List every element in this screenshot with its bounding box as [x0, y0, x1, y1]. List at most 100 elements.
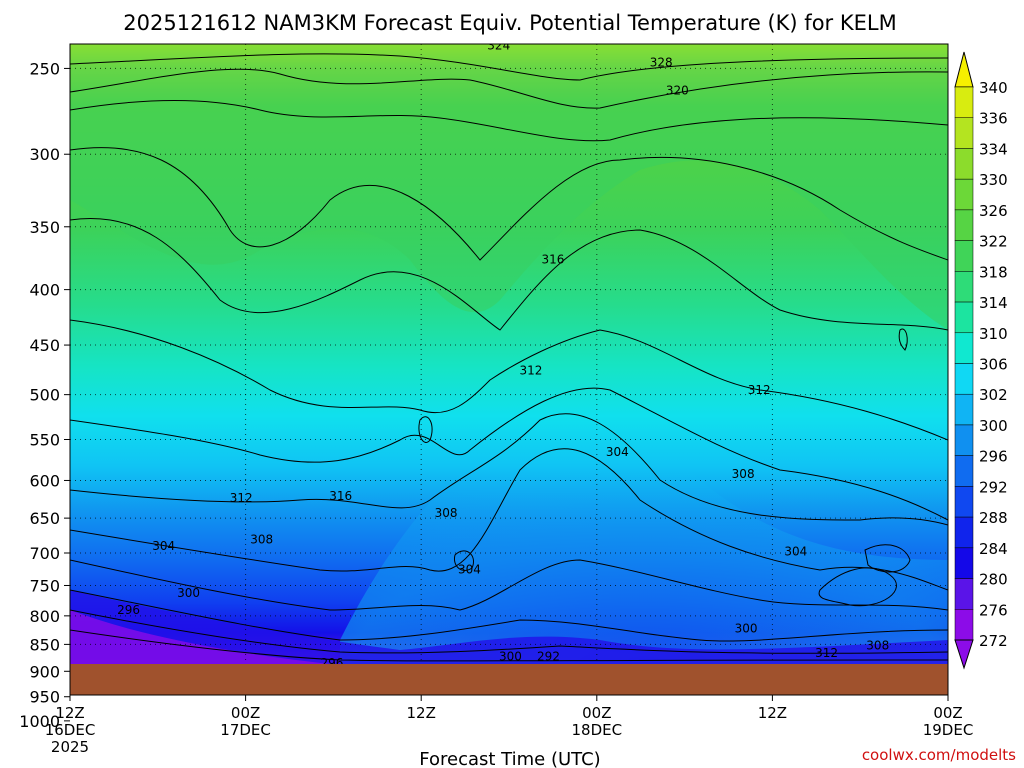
contour-label: 328: [650, 56, 673, 70]
contour-label: 308: [866, 638, 889, 652]
colorbar-label: 310: [979, 325, 1008, 343]
colorbar-label: 326: [979, 202, 1008, 220]
colorbar-label: 296: [979, 448, 1008, 466]
x-tick-label: 19DEC: [923, 721, 974, 739]
plot-frame: [69, 43, 949, 696]
colorbar-swatch: [954, 86, 974, 118]
y-tick-label: 250: [29, 59, 60, 78]
colorbar-swatch: [954, 271, 974, 303]
contour-label: 324: [487, 38, 510, 52]
x-tick-label: 00Z: [582, 704, 611, 722]
colorbar-label: 288: [979, 509, 1008, 527]
time-gridlines: [245, 44, 773, 695]
chart-title: 2025121612 NAM3KM Forecast Equiv. Potent…: [123, 11, 896, 35]
colorbar-swatch: [954, 240, 974, 272]
colorbar-label: 302: [979, 386, 1008, 404]
colorbar-label: 272: [979, 632, 1008, 650]
colorbar-swatch: [954, 424, 974, 456]
colorbar-label: 340: [979, 79, 1008, 97]
y-tick-label: 1000: [19, 712, 60, 731]
y-tick-label: 450: [29, 336, 60, 355]
y-tick-label: 350: [29, 218, 60, 237]
colorbar-swatch: [954, 578, 974, 610]
contour-label: 316: [1005, 319, 1024, 333]
y-tick-label: 850: [29, 635, 60, 654]
colorbar-swatch: [954, 455, 974, 487]
contour-label: 332: [388, 0, 411, 2]
contour-label: 296: [117, 603, 140, 617]
colorbar-label: 314: [979, 294, 1008, 312]
y-tick-label: 650: [29, 509, 60, 528]
contour-label: 300: [499, 649, 522, 663]
contour-label: 316: [541, 252, 564, 266]
x-tick-label: 12Z: [55, 704, 84, 722]
surface-terrain: [70, 664, 948, 695]
colorbar-label: 292: [979, 478, 1008, 496]
y-tick-label: 550: [29, 431, 60, 450]
contour-label: 308: [250, 532, 273, 546]
colorbar-label: 334: [979, 140, 1008, 158]
surface-cold-pool: [70, 610, 330, 664]
y-tick-label: 400: [29, 281, 60, 300]
y-tick-label: 700: [29, 544, 60, 563]
contour-label: 316: [329, 489, 352, 503]
x-tick-label: 16DEC: [45, 721, 96, 739]
colorbar-swatch: [954, 486, 974, 518]
colorbar-label: 306: [979, 356, 1008, 374]
x-tick-label: 18DEC: [572, 721, 623, 739]
credit-label: coolwx.com/modelts: [862, 746, 1016, 764]
x-tick-label: 2025: [51, 738, 89, 756]
colorbar-label: 330: [979, 171, 1008, 189]
colorbar-swatch: [954, 516, 974, 549]
x-tick-label: 00Z: [933, 704, 962, 722]
contour-label: 304: [606, 445, 629, 459]
low-level-purple-band: [70, 590, 948, 664]
y-tick-label: 800: [29, 607, 60, 626]
y-axis: 250 300 350 400 450 500 550 600 650 700 750 800 850 9…: [19, 59, 70, 731]
colorbar-top-arrow: [954, 51, 974, 88]
colorbar-label: 284: [979, 540, 1008, 558]
colorbar-swatch: [954, 332, 974, 364]
contour-label: 320: [666, 83, 689, 97]
colorbar-label: 336: [979, 110, 1008, 128]
x-tick-label: 00Z: [231, 704, 260, 722]
x-tick-label: 12Z: [407, 704, 436, 722]
colorbar-swatch: [954, 547, 974, 579]
contour-label: 312: [519, 364, 542, 378]
contour-label: 308: [435, 506, 458, 520]
colorbar-swatch: [954, 363, 974, 395]
contour-label: 312: [230, 491, 253, 505]
colorbar-label: 322: [979, 233, 1008, 251]
colorbar-label: 300: [979, 417, 1008, 435]
colorbar-swatch: [954, 393, 974, 426]
contour-lines: [70, 53, 948, 662]
contour-label: 300: [177, 586, 200, 600]
contour-label: 312: [748, 383, 771, 397]
contour-label: 300: [735, 622, 758, 636]
x-tick-label: 12Z: [758, 704, 787, 722]
contour-label: 308: [732, 467, 755, 481]
colorbar-swatch: [954, 609, 974, 641]
colorbar: 340 336 334 330 326 322 318 314 310 306 302 300 296 2…: [954, 51, 1008, 670]
y-tick-label: 300: [29, 145, 60, 164]
colorbar-swatch: [954, 301, 974, 334]
contour-label: 304: [784, 545, 807, 559]
colorbar-swatch: [954, 178, 974, 211]
y-tick-label: 900: [29, 662, 60, 681]
colorbar-label: 280: [979, 571, 1008, 589]
plot-area: 3323283323243243243283203203163163123123…: [70, 0, 1024, 695]
y-tick-label: 500: [29, 386, 60, 405]
contour-label: 312: [815, 646, 838, 660]
y-tick-label: 600: [29, 471, 60, 490]
colorbar-label: 276: [979, 601, 1008, 619]
contour-label: 292: [537, 649, 560, 663]
contour-label: 304: [458, 563, 481, 577]
contour-label: 304: [152, 539, 175, 553]
y-tick-label: 750: [29, 576, 60, 595]
y-tick-label: 950: [29, 688, 60, 707]
lower-blue-dome: [340, 416, 948, 664]
colorbar-swatch: [954, 209, 974, 241]
colorbar-label: 318: [979, 263, 1008, 281]
